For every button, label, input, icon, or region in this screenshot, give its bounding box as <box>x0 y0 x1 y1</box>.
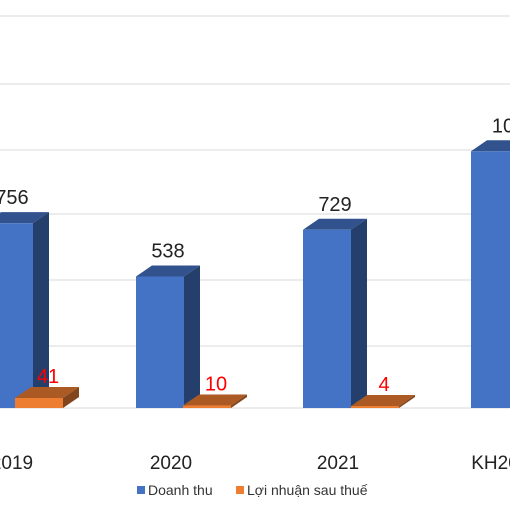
profit-bar <box>15 386 79 408</box>
bar-front-face <box>471 151 510 408</box>
bar-front-face <box>0 223 33 408</box>
bar-side-face <box>231 394 247 408</box>
bar-side-face <box>184 265 200 408</box>
revenue-data-label: 10 <box>492 115 510 137</box>
x-tick-label: KH20 <box>471 453 510 474</box>
bar-side-face <box>63 386 79 408</box>
bar-side-face <box>351 218 367 408</box>
revenue-bar <box>136 265 200 408</box>
gridlines <box>0 15 510 409</box>
profit-data-label: 10 <box>205 374 227 396</box>
x-tick-label: 2020 <box>150 453 192 474</box>
profit-data-label: 41 <box>37 366 59 388</box>
bar-top-face <box>0 212 49 224</box>
bar-front-face <box>351 406 399 408</box>
bar-top-face <box>136 265 200 277</box>
bar-series <box>0 140 510 408</box>
data-labels: 756 41 538 10 729 4 10 <box>0 115 510 396</box>
profit-data-label: 4 <box>378 374 389 396</box>
bar-side-face <box>399 395 415 408</box>
legend-label: Doanh thu <box>148 482 213 498</box>
bar-front-face <box>183 405 231 408</box>
bar-side-face <box>33 212 49 408</box>
bar-front-face <box>303 229 351 408</box>
bar-top-face <box>303 218 367 230</box>
revenue-data-label: 538 <box>151 240 184 262</box>
bar-top-face <box>183 394 247 406</box>
revenue-data-label: 729 <box>318 194 351 216</box>
x-axis-tick-labels: 2019 2020 2021 KH20 <box>0 453 510 474</box>
x-tick-label: 2019 <box>0 453 33 474</box>
x-tick-label: 2021 <box>317 453 359 474</box>
revenue-bar <box>0 212 49 408</box>
profit-bar <box>183 394 247 408</box>
revenue-bar <box>303 218 367 408</box>
legend-swatch <box>236 486 244 494</box>
legend: Doanh thu Lợi nhuận sau thuế <box>137 482 368 498</box>
revenue-bar <box>471 140 510 408</box>
profit-bar <box>351 395 415 408</box>
legend-label: Lợi nhuận sau thuế <box>247 482 368 498</box>
legend-swatch <box>137 486 145 494</box>
bar-top-face <box>471 140 510 152</box>
bar-top-face <box>15 386 79 398</box>
revenue-data-label: 756 <box>0 187 29 209</box>
bar-front-face <box>136 276 184 408</box>
bar-front-face <box>15 397 63 408</box>
bar-top-face <box>351 395 415 406</box>
